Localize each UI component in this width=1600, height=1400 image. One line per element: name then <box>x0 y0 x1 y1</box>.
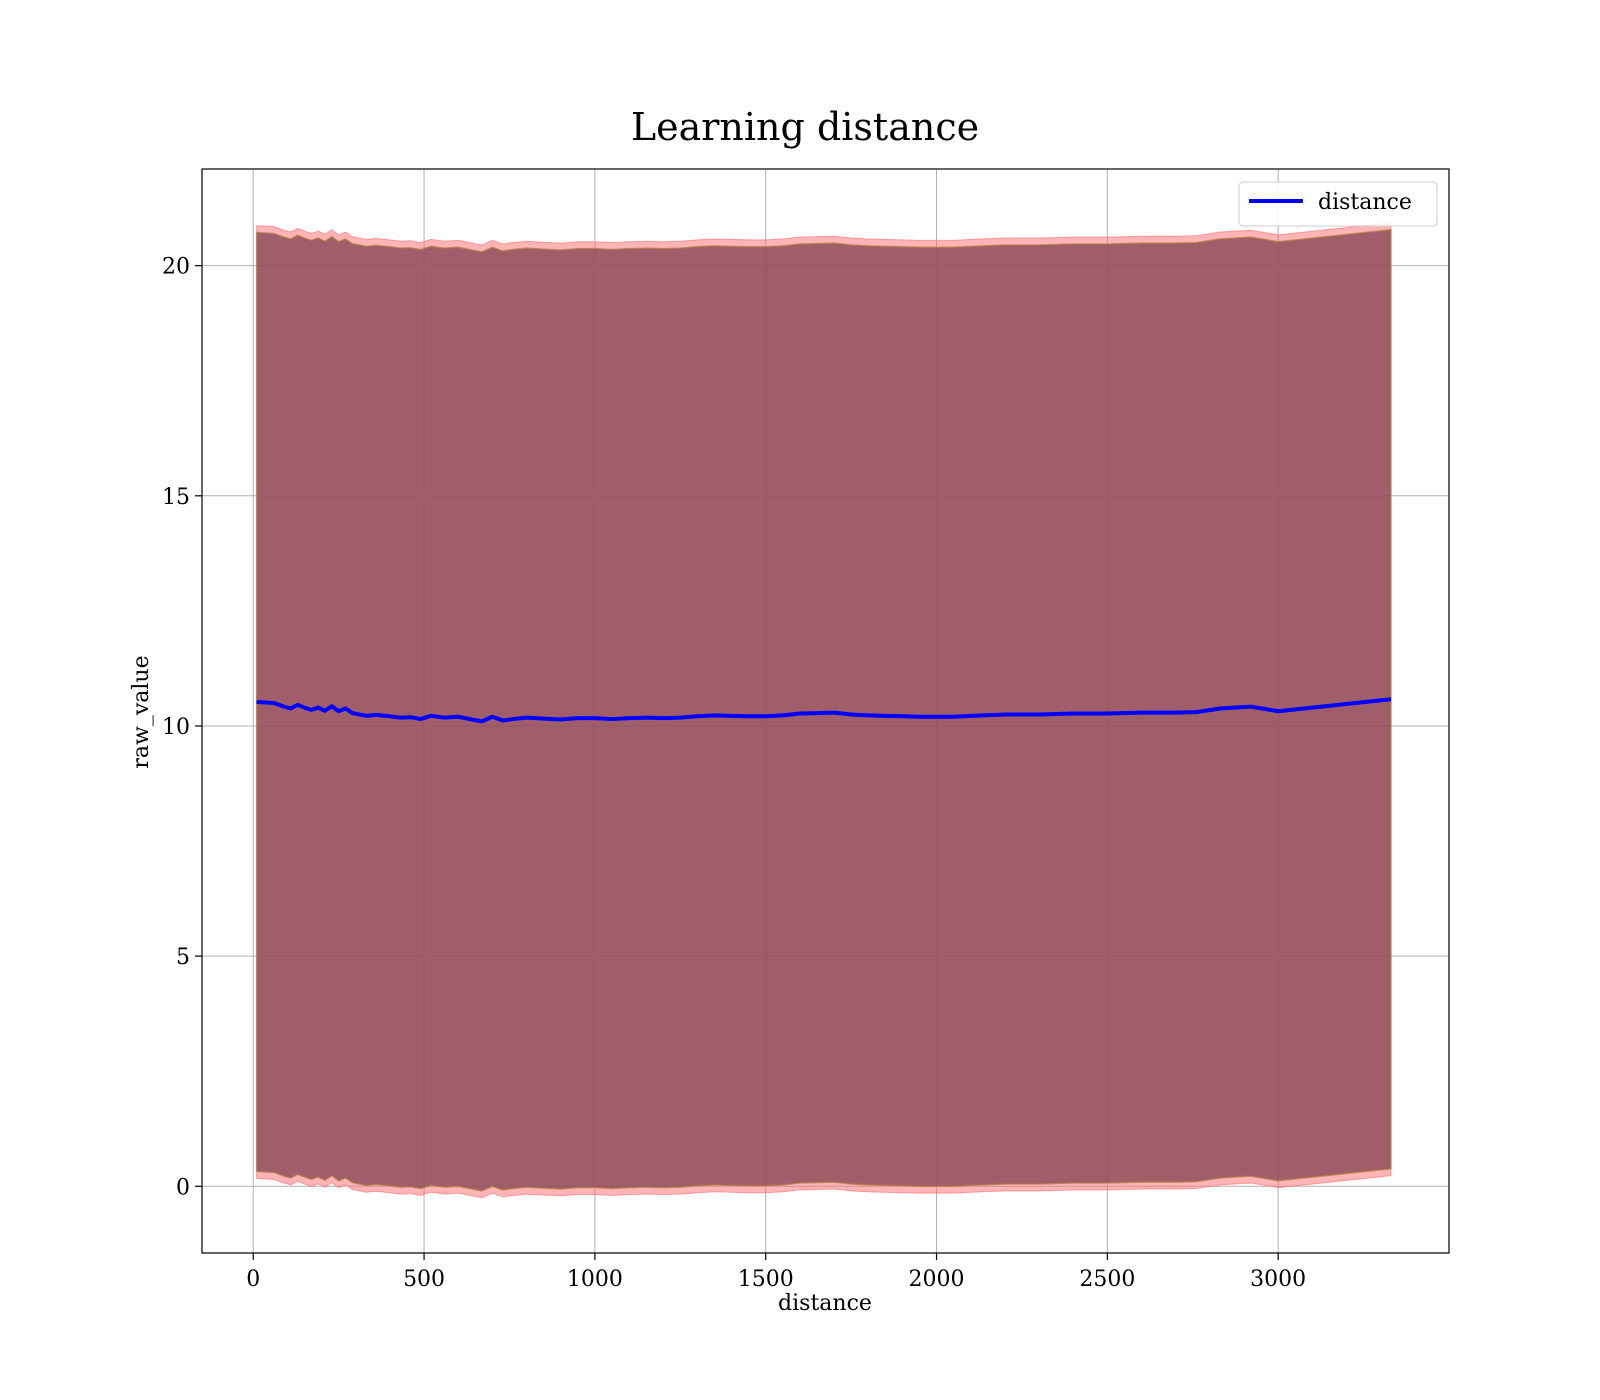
chart-title: Learning distance <box>631 105 979 149</box>
x-axis-label: distance <box>778 1291 872 1316</box>
legend: distance <box>1238 181 1438 227</box>
legend-label-distance: distance <box>1318 190 1412 215</box>
x-tick-label: 500 <box>403 1267 445 1292</box>
x-tick-label: 1000 <box>567 1267 623 1292</box>
x-tick-label: 2000 <box>909 1267 965 1292</box>
plot-frame <box>201 168 1450 1254</box>
x-tick-label: 3000 <box>1250 1267 1306 1292</box>
y-axis-label: raw_value <box>129 655 154 768</box>
x-tick-label: 1500 <box>738 1267 794 1292</box>
series-line-distance <box>256 697 1392 724</box>
series-lines <box>256 697 1392 724</box>
y-tick-label: 15 <box>162 485 190 510</box>
y-tick-label: 20 <box>162 255 190 280</box>
y-tick-label: 10 <box>162 715 190 740</box>
x-tick-label: 0 <box>246 1267 260 1292</box>
y-tick-label: 0 <box>176 1175 190 1200</box>
inner-band <box>255 228 1392 1192</box>
x-tick-label: 2500 <box>1079 1267 1135 1292</box>
confidence-bands <box>255 222 1392 1199</box>
legend-box <box>1238 181 1438 227</box>
y-axis-ticks: 0 5 10 15 20 <box>162 255 202 1200</box>
y-tick-label: 5 <box>176 945 190 970</box>
x-axis-ticks: 0 500 1000 1500 2000 2500 3000 <box>246 1253 1306 1292</box>
